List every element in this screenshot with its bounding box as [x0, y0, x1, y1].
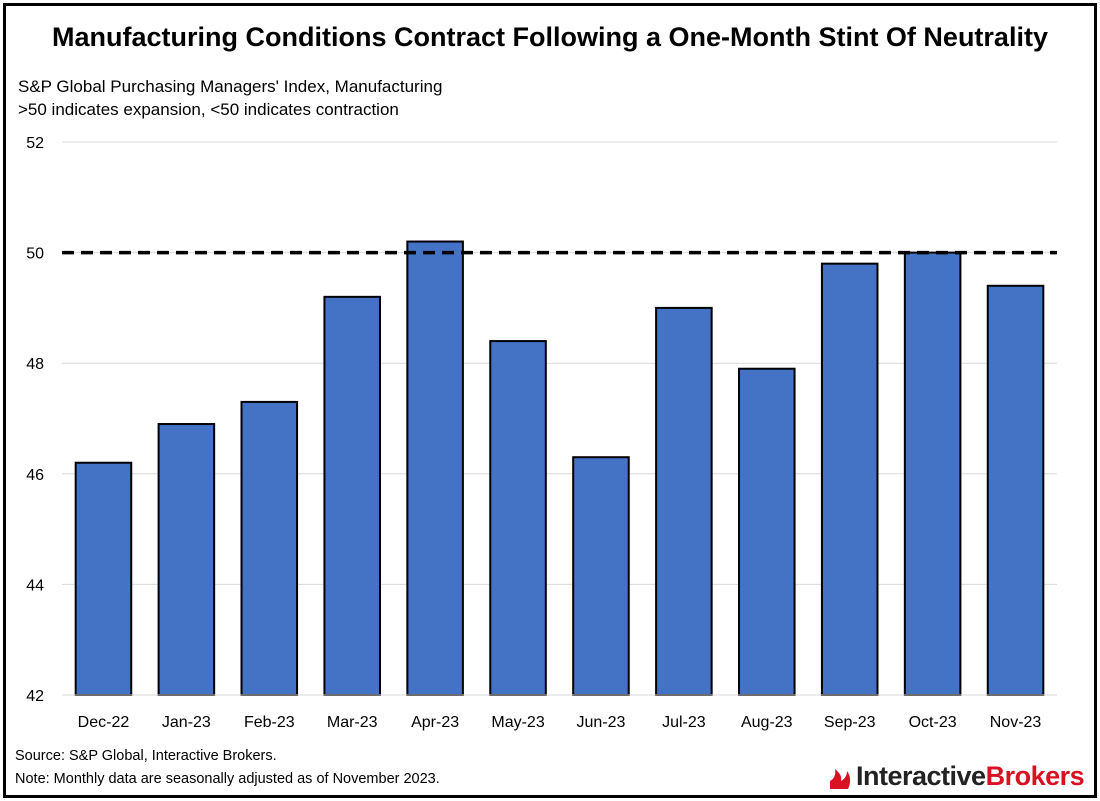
- x-tick-label: May-23: [491, 714, 544, 731]
- x-tick-label: Apr-23: [411, 714, 459, 731]
- x-tick-label: Feb-23: [244, 714, 295, 731]
- y-tick-label: 52: [26, 135, 44, 152]
- x-tick-label: Sep-23: [824, 714, 876, 731]
- bar-dec-22: [74, 461, 133, 696]
- data-note: Note: Monthly data are seasonally adjust…: [15, 771, 440, 787]
- x-tick-label: Jul-23: [662, 714, 706, 731]
- logo-text-interactive: Interactive: [856, 760, 986, 791]
- bar-may-23: [489, 340, 547, 696]
- bar-jul-23: [655, 306, 713, 696]
- flame-logo-icon: [830, 769, 851, 789]
- bar-oct-23: [903, 251, 962, 696]
- chart-subtitle: S&P Global Purchasing Managers' Index, M…: [18, 75, 442, 121]
- bar-aug-23: [738, 367, 796, 696]
- x-tick-label: Jan-23: [162, 714, 211, 731]
- bar-feb-23: [240, 400, 299, 696]
- interactive-brokers-logo: InteractiveBrokers: [828, 756, 1085, 796]
- x-tick-label: Nov-23: [990, 714, 1042, 731]
- source-note: Source: S&P Global, Interactive Brokers.: [15, 748, 277, 764]
- y-tick-label: 50: [26, 246, 44, 263]
- chart-frame: [3, 3, 1097, 798]
- subtitle-line-1: S&P Global Purchasing Managers' Index, M…: [18, 77, 443, 96]
- logo-text-brokers: Brokers: [985, 760, 1085, 791]
- bar-apr-23: [406, 240, 464, 696]
- y-tick-label: 48: [26, 356, 44, 373]
- y-tick-label: 42: [26, 688, 44, 705]
- x-tick-label: Dec-22: [78, 714, 130, 731]
- bar-nov-23: [986, 284, 1045, 696]
- bar-jun-23: [572, 456, 630, 696]
- bar-jan-23: [157, 423, 216, 696]
- x-tick-label: Mar-23: [327, 714, 378, 731]
- chart-title: Manufacturing Conditions Contract Follow…: [52, 22, 1048, 52]
- y-tick-label: 46: [26, 467, 44, 484]
- x-tick-label: Oct-23: [909, 714, 957, 731]
- x-tick-label: Aug-23: [741, 714, 793, 731]
- subtitle-line-2: >50 indicates expansion, <50 indicates c…: [18, 100, 399, 119]
- y-tick-label: 44: [26, 577, 44, 594]
- chart-footer: Source: S&P Global, Interactive Brokers.…: [15, 745, 440, 791]
- bar-mar-23: [323, 295, 381, 696]
- bar-sep-23: [820, 262, 879, 696]
- x-tick-label: Jun-23: [576, 714, 625, 731]
